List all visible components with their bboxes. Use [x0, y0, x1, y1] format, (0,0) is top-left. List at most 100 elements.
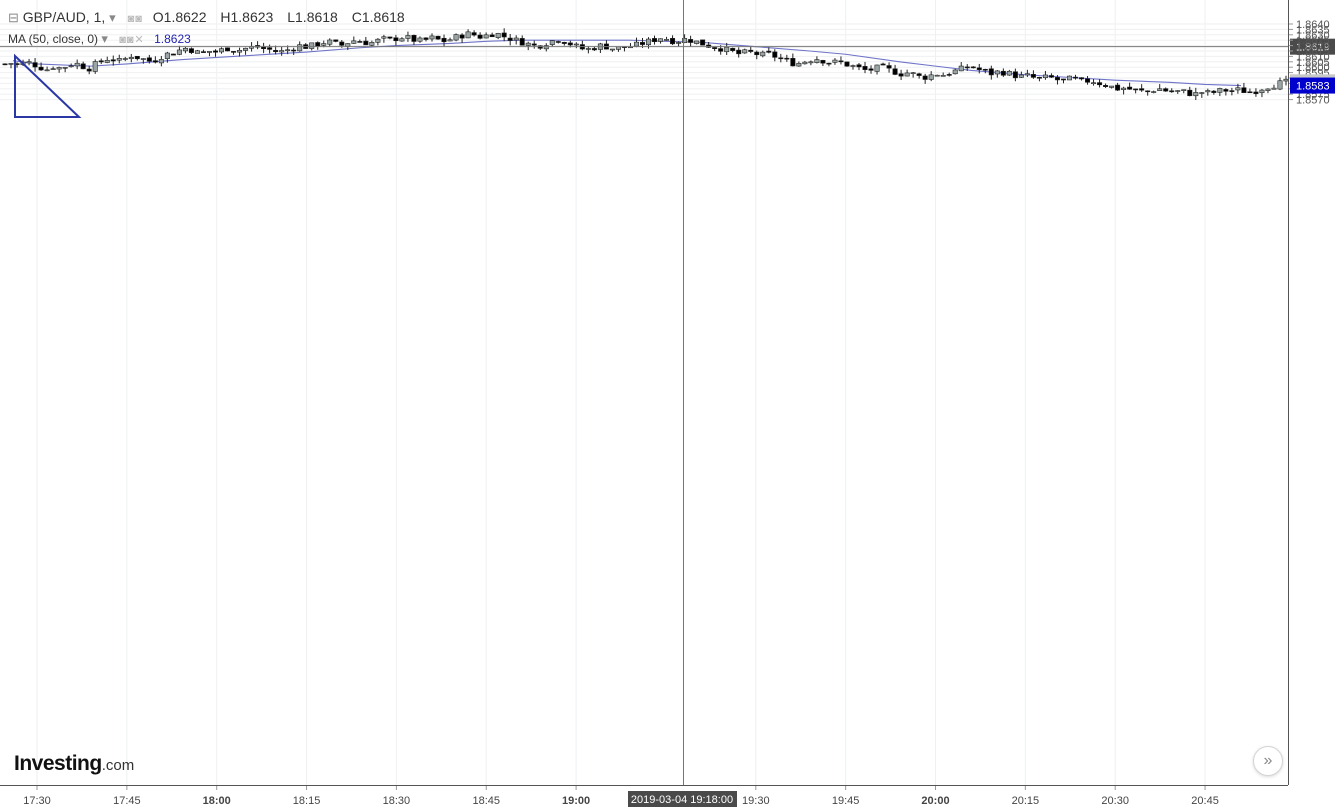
candle: [152, 56, 158, 64]
price-tick-label: 1.8615: [1296, 46, 1330, 58]
candle: [441, 34, 447, 47]
candle: [1127, 82, 1133, 90]
candle: [694, 40, 700, 45]
legend-buttons[interactable]: ◙◙: [127, 13, 143, 25]
candle: [303, 43, 309, 49]
candle: [832, 58, 838, 65]
candle: [507, 33, 513, 46]
time-tick-label: 20:30: [1101, 795, 1129, 807]
candle: [603, 40, 609, 50]
candle: [736, 47, 742, 58]
candle: [970, 66, 976, 69]
candle: [1229, 87, 1235, 96]
candle: [128, 53, 134, 63]
indicator-buttons[interactable]: ◙◙✕: [119, 34, 145, 46]
candle: [417, 36, 423, 43]
chevron-down-icon[interactable]: ▾: [109, 10, 116, 25]
candle: [92, 59, 98, 74]
candle: [1253, 88, 1259, 97]
time-tick-label: 19:30: [742, 795, 770, 807]
symbol-label: GBP/AUD, 1,: [22, 9, 106, 25]
candle: [1024, 69, 1030, 77]
candle: [633, 37, 639, 48]
time-tick-label: 20:15: [1012, 795, 1040, 807]
candle: [74, 59, 80, 70]
candle: [1199, 92, 1205, 98]
candle: [838, 56, 844, 65]
candle: [724, 42, 730, 55]
candle: [2, 63, 8, 66]
candle: [104, 56, 110, 64]
candle: [928, 71, 934, 82]
candle: [1036, 76, 1042, 82]
candle: [459, 33, 465, 43]
candle: [730, 47, 736, 53]
square-minus-icon[interactable]: ⊟: [8, 10, 19, 25]
candle: [549, 40, 555, 47]
candle: [988, 65, 994, 80]
candle: [1187, 86, 1193, 97]
candle: [38, 62, 44, 71]
candle: [892, 64, 898, 76]
candle: [98, 58, 104, 65]
candle: [1085, 76, 1091, 85]
candle: [1277, 77, 1283, 91]
candle: [784, 54, 790, 62]
open-label: O: [152, 9, 164, 25]
indicator-value: 1.8623: [154, 32, 191, 46]
candle: [453, 33, 459, 42]
high-label: H: [220, 9, 231, 25]
candle: [700, 39, 706, 46]
chevron-down-icon[interactable]: ▾: [101, 31, 108, 46]
candle: [922, 73, 928, 84]
candle: [880, 62, 886, 66]
double-chevron-right-icon[interactable]: »: [1253, 746, 1283, 776]
candle: [267, 44, 273, 54]
ma-price-label: 1.8583: [1296, 81, 1330, 93]
candle: [1054, 75, 1060, 85]
price-tick-label: 1.8625: [1296, 35, 1330, 47]
candle: [225, 47, 231, 52]
candle: [122, 56, 128, 62]
candle: [898, 69, 904, 81]
candle: [1163, 87, 1169, 92]
triangle-drawing-icon[interactable]: [14, 53, 82, 118]
candle: [363, 36, 369, 46]
candle: [802, 60, 808, 65]
candle: [447, 37, 453, 42]
candle: [796, 61, 802, 67]
candle: [110, 55, 116, 66]
candle: [1115, 82, 1121, 92]
candle: [579, 40, 585, 51]
candle: [315, 41, 321, 50]
open-value: 1.8622: [163, 9, 207, 25]
candle: [1145, 90, 1151, 96]
candle: [357, 39, 363, 43]
candle: [712, 47, 718, 52]
candle: [471, 30, 477, 37]
candle: [525, 41, 531, 51]
indicator-label: MA (50, close, 0): [8, 32, 99, 46]
candle: [1181, 89, 1187, 94]
time-tick-label: 18:15: [293, 795, 321, 807]
candle: [778, 53, 784, 63]
candle: [1109, 85, 1115, 89]
candle: [513, 35, 519, 45]
candle: [32, 58, 38, 72]
candle: [321, 40, 327, 48]
candle: [1241, 82, 1247, 93]
candle: [910, 72, 916, 78]
candle: [333, 39, 339, 43]
price-tick-label: 1.8640: [1296, 19, 1330, 31]
investing-logo: Investing.com: [14, 752, 135, 775]
candle: [194, 49, 200, 54]
candle: [1133, 88, 1139, 94]
candle: [188, 47, 194, 55]
candle: [652, 35, 658, 45]
candle: [670, 35, 676, 46]
candle: [1121, 86, 1127, 95]
candle: [994, 69, 1000, 78]
time-tick-label: 18:00: [203, 795, 231, 807]
